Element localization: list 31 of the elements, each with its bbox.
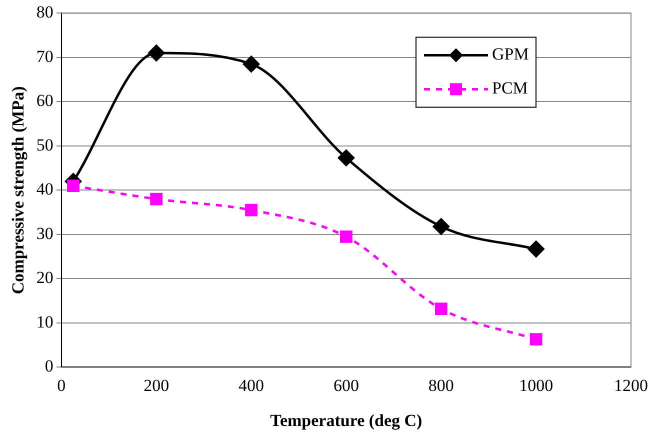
y-tick-label: 40	[36, 180, 54, 199]
point	[148, 44, 165, 62]
point	[434, 302, 448, 315]
x-tick-label: 0	[57, 376, 66, 395]
legend-label: GPM	[492, 44, 529, 64]
point	[338, 150, 354, 166]
x-axis-title: Temperature (deg C)	[270, 411, 422, 430]
point	[150, 192, 163, 206]
point	[67, 180, 80, 192]
x-tick-label: 1000	[519, 376, 554, 395]
y-tick-label: 10	[36, 312, 54, 332]
y-tick-label: 30	[36, 224, 54, 243]
point	[528, 240, 544, 258]
point	[432, 218, 450, 235]
x-tick-label: 200	[144, 376, 170, 395]
y-tick-label: 50	[36, 135, 54, 154]
y-tick-label: 70	[36, 46, 54, 66]
y-tick-label: 20	[36, 268, 54, 288]
point	[245, 204, 258, 216]
legend-label: PCM	[492, 78, 528, 98]
y-axis-title: Compressive strength (MPa)	[8, 86, 28, 294]
y-tick-label: 60	[36, 91, 54, 110]
y-tick-label: 0	[44, 356, 54, 376]
x-tick-label: 800	[428, 376, 454, 395]
y-tick-label: 80	[36, 2, 54, 22]
point	[530, 333, 542, 346]
x-tick-label: 1200	[614, 376, 648, 395]
point	[340, 230, 352, 243]
x-tick-label: 600	[333, 376, 359, 395]
x-tick-label: 400	[238, 376, 264, 395]
point	[243, 56, 260, 72]
